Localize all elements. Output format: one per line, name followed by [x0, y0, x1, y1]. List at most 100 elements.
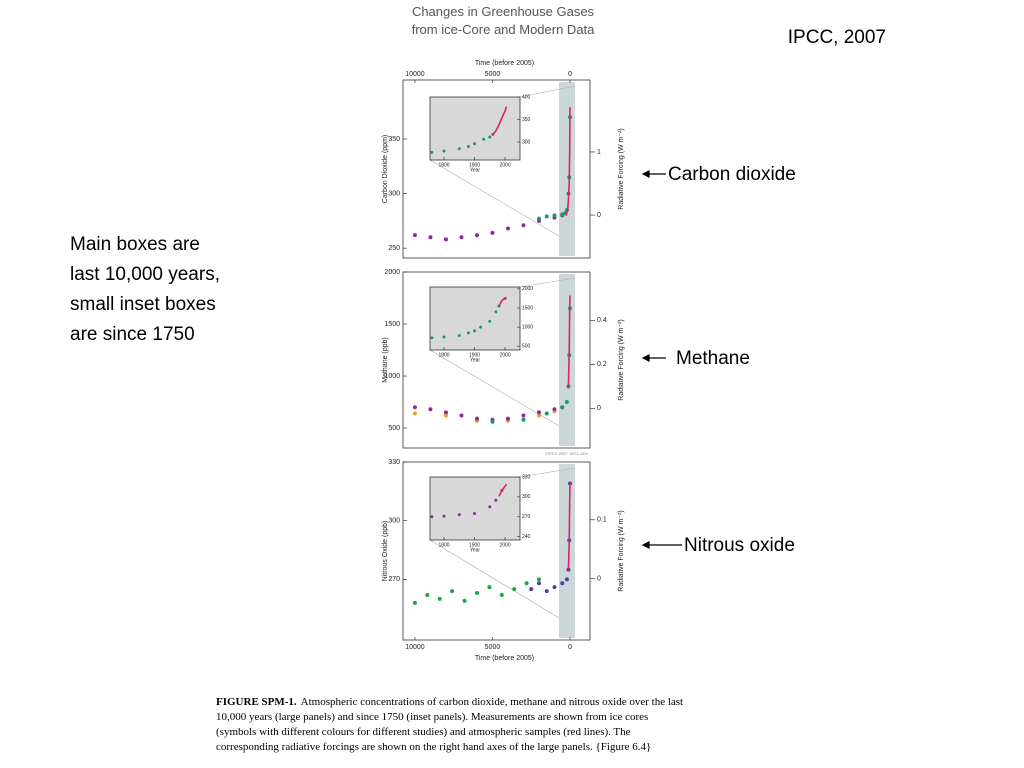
data-point — [560, 212, 565, 217]
data-point — [428, 235, 433, 240]
data-point — [425, 593, 430, 598]
recent-band — [559, 464, 575, 638]
caption-line: (symbols with different colours for diff… — [216, 726, 631, 738]
data-point — [459, 235, 464, 240]
y-tick-label: 500 — [388, 425, 400, 432]
x-tick-label: 1800 — [438, 352, 449, 358]
data-point — [505, 226, 510, 231]
y2-axis-label: Radiative Forcing (W m⁻²) — [618, 128, 625, 209]
series-line — [567, 483, 571, 570]
x-tick-label: 1800 — [438, 542, 449, 548]
caption: FIGURE SPM-1. Atmospheric concentrations … — [216, 696, 683, 753]
y-tick-label: 240 — [522, 534, 531, 540]
data-point — [529, 587, 534, 592]
data-point — [494, 310, 498, 314]
x-tick-label: 2000 — [499, 542, 510, 548]
data-point — [564, 400, 569, 405]
inset-area — [429, 476, 521, 541]
zoom-line — [519, 85, 576, 98]
data-point — [490, 230, 495, 235]
y2-tick-label: 0.4 — [597, 317, 607, 324]
data-point — [521, 417, 526, 422]
x-tick-label: 0 — [568, 644, 572, 651]
note-line: small inset boxes — [70, 294, 216, 315]
data-point — [430, 336, 434, 340]
x-tick-label: 5000 — [485, 71, 501, 78]
zoom-line — [519, 467, 576, 478]
source: IPCC, 2007 — [788, 27, 886, 48]
data-point — [442, 149, 446, 153]
data-point — [474, 416, 479, 421]
series-line — [565, 107, 571, 216]
data-point — [412, 600, 417, 605]
gas-label: Methane — [676, 348, 750, 369]
inset-area — [429, 96, 521, 161]
data-point — [560, 581, 565, 586]
x-axis-label: Year — [470, 357, 480, 363]
data-point — [487, 585, 492, 590]
y-tick-label: 250 — [388, 245, 400, 252]
data-point — [488, 135, 492, 139]
y-tick-label: 300 — [388, 518, 400, 525]
panel: 240 270 300 330 1800 1900 2000 Year — [429, 474, 531, 553]
data-point — [512, 587, 517, 592]
y-tick-label: 270 — [522, 514, 531, 520]
data-point — [462, 598, 467, 603]
data-point — [560, 405, 565, 410]
x-tick-label: 1900 — [469, 352, 480, 358]
data-point — [412, 405, 417, 410]
arrows — [641, 170, 682, 549]
data-point — [505, 416, 510, 421]
data-point — [457, 513, 461, 517]
y-tick-label: 330 — [522, 474, 531, 480]
x-tick-label: 1800 — [438, 162, 449, 168]
y-axis-label: Nitrous Oxide (ppb) — [382, 521, 389, 582]
x-axis-label: Year — [470, 547, 480, 553]
zoom-line — [429, 159, 560, 237]
caption-line: corresponding radiative forcings are sho… — [216, 741, 651, 753]
data-point — [552, 213, 557, 218]
data-point — [473, 511, 477, 515]
note-line: Main boxes are — [70, 234, 200, 255]
y-tick-label: 400 — [522, 94, 531, 100]
data-point — [536, 216, 541, 221]
arrow-head — [641, 170, 650, 178]
data-point — [443, 237, 448, 242]
data-point — [450, 589, 455, 594]
series-line — [567, 295, 571, 387]
data-point — [552, 585, 557, 590]
x-tick-label: 2000 — [499, 352, 510, 358]
note-line: are since 1750 — [70, 324, 195, 345]
y-tick-label: 270 — [388, 576, 400, 583]
data-point — [428, 407, 433, 412]
data-point — [552, 407, 557, 412]
x-tick-label: 10000 — [405, 71, 425, 78]
y-tick-label: 2000 — [384, 269, 400, 276]
recent-band — [559, 274, 575, 446]
data-point — [457, 333, 461, 337]
x-tick-label: 1900 — [469, 162, 480, 168]
panel: 300 350 400 1800 1900 2000 Year — [429, 94, 531, 173]
y-tick-label: 330 — [388, 459, 400, 466]
y-tick-label: 300 — [522, 494, 531, 500]
y-tick-label: 300 — [522, 139, 531, 145]
x-axis-label: Year — [470, 167, 480, 173]
note-line: last 10,000 years, — [70, 264, 220, 285]
data-point — [490, 419, 495, 424]
data-point — [479, 325, 483, 329]
y2-axis-label: Radiative Forcing (W m⁻²) — [618, 319, 625, 400]
zoom-line — [519, 277, 576, 288]
x-tick-label: 0 — [568, 71, 572, 78]
data-point — [466, 145, 470, 148]
zoom-line — [429, 539, 560, 619]
y2-tick-label: 0 — [597, 212, 601, 219]
data-point — [442, 514, 446, 518]
y2-tick-label: 0 — [597, 405, 601, 412]
y-tick-label: 300 — [388, 190, 400, 197]
data-point — [482, 137, 486, 141]
data-point — [474, 591, 479, 596]
y2-axis-label: Radiative Forcing (W m⁻²) — [618, 510, 625, 591]
data-point — [499, 593, 504, 598]
y-tick-label: 1500 — [384, 321, 400, 328]
